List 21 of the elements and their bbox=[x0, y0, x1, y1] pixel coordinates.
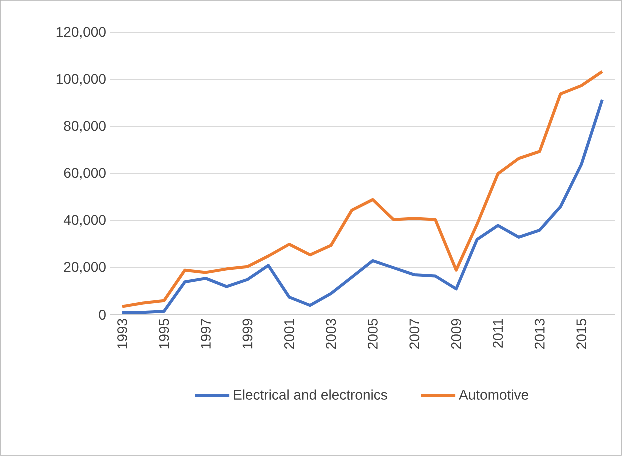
x-tick-label: 1999 bbox=[242, 319, 253, 349]
y-tick-label: 60,000 bbox=[64, 168, 106, 180]
x-tick-label: 2005 bbox=[368, 319, 378, 349]
legend-label: Electrical and electronics bbox=[234, 390, 388, 400]
x-tick-label: 2007 bbox=[410, 319, 420, 349]
y-tick-label: 40,000 bbox=[64, 215, 106, 227]
x-tick-label: 2009 bbox=[451, 319, 462, 349]
y-tick-label: 0 bbox=[99, 310, 106, 320]
x-tick-label: 2001 bbox=[284, 319, 294, 349]
x-tick-label: 2011 bbox=[493, 319, 504, 348]
y-tick-label: 80,000 bbox=[64, 121, 106, 133]
x-tick-label: 1995 bbox=[159, 319, 170, 349]
x-tick-label: 2003 bbox=[326, 319, 336, 349]
x-tick-label: 1993 bbox=[118, 319, 128, 349]
legend-label: Automotive bbox=[459, 390, 528, 400]
x-tick-label: 2015 bbox=[576, 319, 587, 349]
y-tick-label: 120,000 bbox=[56, 27, 106, 39]
y-tick-label: 20,000 bbox=[64, 262, 106, 274]
y-tick-label: 100,000 bbox=[56, 74, 106, 86]
x-tick-label: 1997 bbox=[201, 319, 211, 349]
x-tick-label: 2013 bbox=[534, 319, 545, 349]
